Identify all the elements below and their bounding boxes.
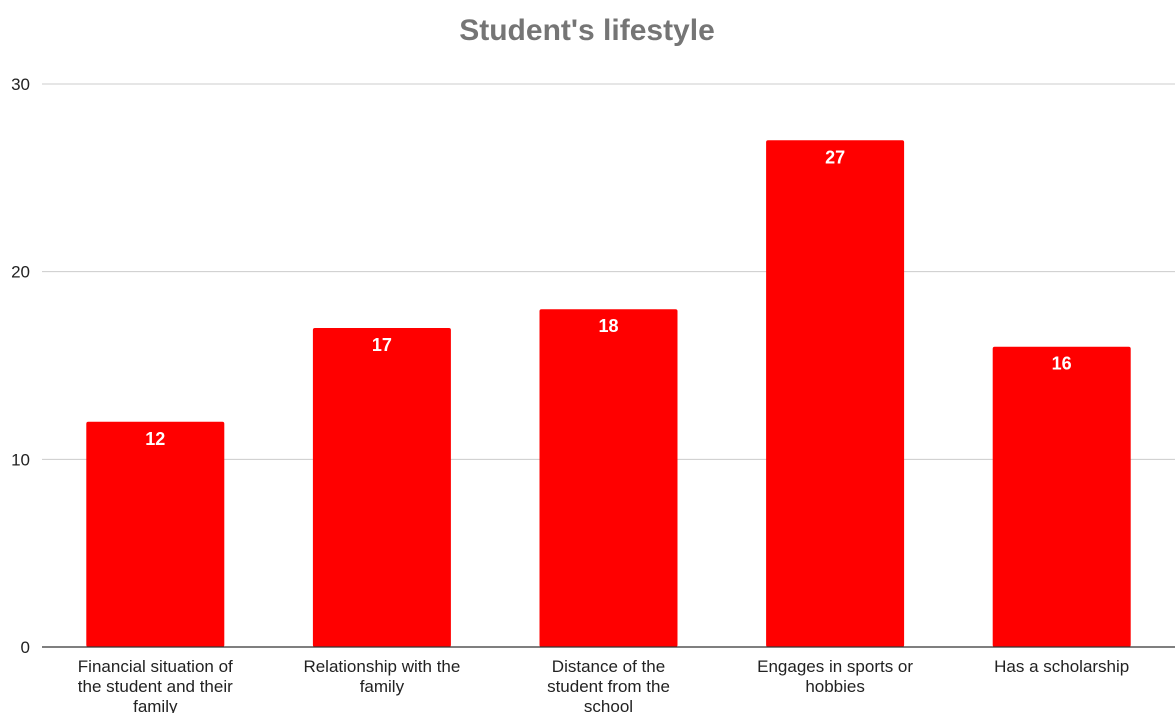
data-labels: 12 17 18 27 16 (145, 147, 1072, 449)
y-tick-label: 0 (21, 638, 30, 657)
bars (86, 140, 1131, 648)
x-category-label: hobbies (805, 677, 865, 696)
bar (86, 421, 225, 647)
x-category-label: Financial situation of (78, 657, 233, 676)
y-tick-label: 30 (11, 75, 30, 94)
bar-value-label: 17 (372, 335, 392, 355)
bar-value-label: 16 (1052, 354, 1072, 374)
bar (766, 140, 905, 648)
y-tick-label: 20 (11, 263, 30, 282)
x-category-label: Distance of the (552, 657, 665, 676)
bar (992, 346, 1131, 647)
x-category-label: Relationship with the (303, 657, 460, 676)
bar-value-label: 12 (145, 429, 165, 449)
y-axis-ticks: 0 10 20 30 (11, 75, 30, 657)
x-category-label: the student and their (78, 677, 233, 696)
bar-value-label: 18 (598, 316, 618, 336)
chart-title: Student's lifestyle (459, 14, 715, 47)
bar (312, 327, 451, 647)
x-category-label: Has a scholarship (994, 657, 1129, 676)
x-category-label: family (360, 677, 405, 696)
bar-value-label: 27 (825, 147, 845, 167)
bar (539, 309, 678, 647)
x-category-label: family (133, 697, 178, 713)
x-category-label: student from the (547, 677, 670, 696)
x-category-label: school (584, 697, 633, 713)
x-category-label: Engages in sports or (757, 657, 913, 676)
y-tick-label: 10 (11, 450, 30, 469)
